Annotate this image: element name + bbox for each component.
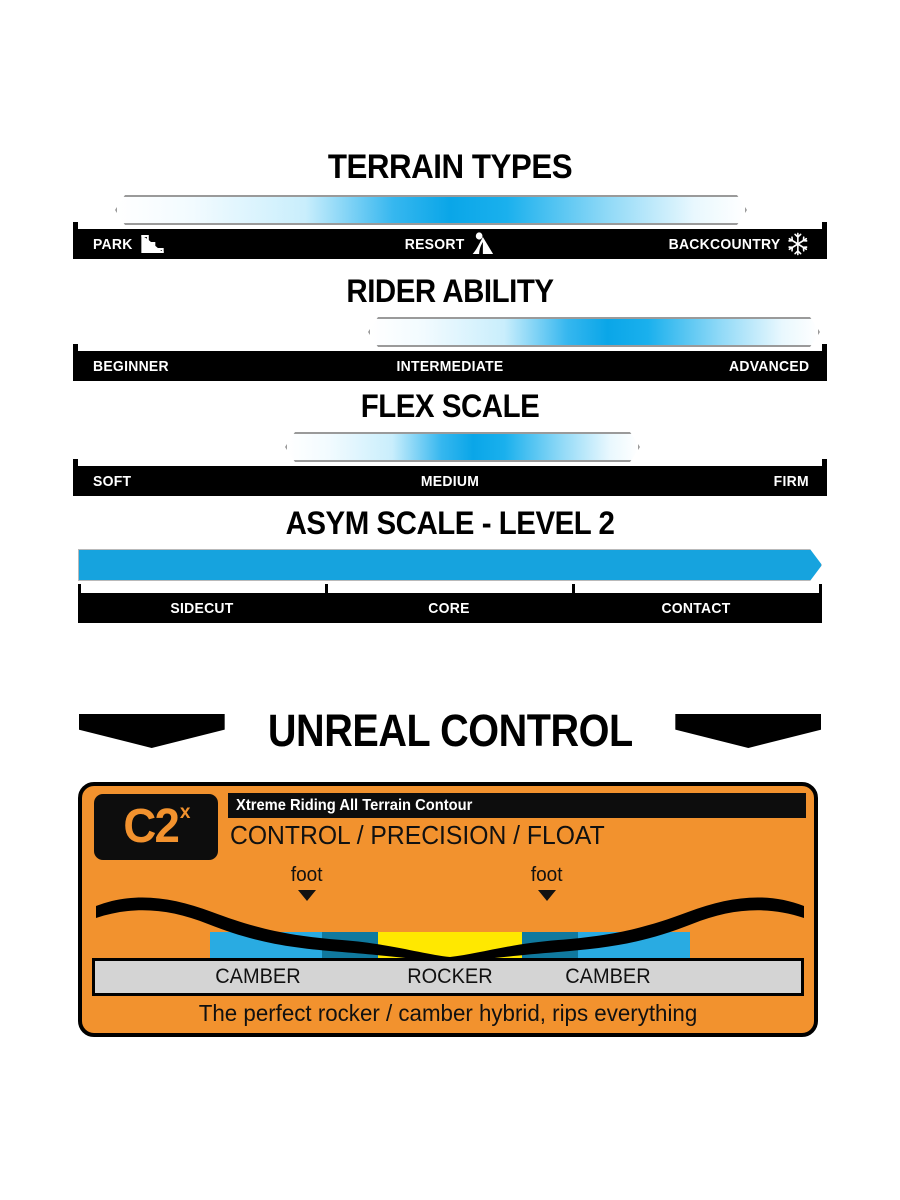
c2x-caption-text: The perfect rocker / camber hybrid, rips…: [198, 1000, 698, 1026]
banner-chevron-right-icon: [675, 714, 822, 748]
scale-label-intermediate-text: INTERMEDIATE: [396, 357, 504, 375]
asym-label-core: CORE: [428, 600, 469, 617]
label-bar-terrain-types: PARK RESORT BACKCOUNTRY: [73, 222, 827, 259]
label-bar-flex-scale: SOFT MEDIUM FIRM: [73, 459, 827, 496]
camber-zone-bar: CAMBER ROCKER CAMBER: [92, 958, 804, 996]
scale-title-asym-scale: ASYM SCALE - LEVEL 2: [285, 505, 615, 541]
camber-zone-left: CAMBER: [215, 965, 301, 988]
scale-title-terrain-types: TERRAIN TYPES: [327, 148, 573, 186]
asym-label-sidecut-text: SIDECUT: [170, 599, 234, 617]
bar-cap-right: [822, 459, 827, 466]
camber-profile-graphic: [96, 897, 804, 963]
asym-label-core-text: CORE: [428, 599, 470, 617]
scale-label-resort: RESORT: [405, 232, 496, 256]
meter-track-rider-ability: [0, 315, 900, 349]
meter-fill-terrain-types: [115, 195, 747, 225]
scale-label-park-text: PARK: [93, 235, 133, 253]
scale-label-park: PARK: [93, 233, 167, 255]
bar-cap-right: [822, 344, 827, 351]
scale-title-rider-ability: RIDER ABILITY: [346, 273, 554, 309]
scale-title-flex-scale: FLEX SCALE: [360, 388, 540, 424]
camber-zone-rocker: ROCKER: [407, 965, 493, 988]
asym-label-sidecut: SIDECUT: [170, 600, 233, 617]
tick-divider-1: [325, 584, 328, 593]
scale-label-backcountry-text: BACKCOUNTRY: [668, 235, 781, 253]
unreal-control-title: UNREAL CONTROL: [267, 705, 633, 756]
foot-arrow-right-icon: [538, 890, 556, 901]
meter-track-asym-scale: [0, 548, 900, 584]
scale-label-backcountry: BACKCOUNTRY: [668, 232, 809, 256]
scale-label-soft: SOFT: [93, 473, 131, 490]
park-rail-icon: [140, 235, 164, 253]
meter-track-flex-scale: [0, 430, 900, 464]
c2x-subhead-text: CONTROL / PRECISION / FLOAT: [230, 820, 605, 850]
meter-fill-rider-ability: [368, 317, 820, 347]
bar-cap-left: [73, 222, 78, 229]
camber-zone-right: CAMBER: [565, 965, 651, 988]
snowflake-icon: [788, 232, 808, 256]
scale-label-beginner-text: BEGINNER: [93, 357, 169, 375]
asym-ticks: [78, 584, 822, 593]
scale-group-terrain-types: TERRAIN TYPES PARK RESORT: [0, 148, 900, 259]
unreal-control-header: UNREAL CONTROL: [0, 700, 900, 762]
meter-track-terrain-types: [0, 193, 900, 227]
scale-label-firm: FIRM: [774, 473, 809, 490]
asym-tick-row: [0, 584, 900, 593]
c2x-badge-code: C2: [122, 800, 179, 853]
bar-cap-right: [822, 222, 827, 229]
c2x-card-header: C2 x Xtreme Riding All Terrain Contour C…: [82, 786, 814, 860]
scale-label-intermediate: INTERMEDIATE: [397, 358, 504, 375]
foot-label-left: foot: [290, 864, 323, 886]
scale-label-advanced-text: ADVANCED: [728, 357, 809, 375]
scale-label-resort-text: RESORT: [404, 235, 465, 253]
asym-label-contact: CONTACT: [661, 600, 730, 617]
scale-label-soft-text: SOFT: [93, 472, 132, 490]
tick-divider-2: [572, 584, 575, 593]
scale-label-medium-text: MEDIUM: [420, 472, 480, 490]
meter-fill-asym-scale: [78, 549, 822, 581]
foot-label-right: foot: [530, 864, 563, 886]
scale-label-beginner: BEGINNER: [93, 358, 169, 375]
c2x-headline-bar: Xtreme Riding All Terrain Contour: [228, 793, 806, 818]
foot-arrow-left-icon: [298, 890, 316, 901]
scale-group-flex-scale: FLEX SCALE SOFT MEDIUM FIRM: [0, 388, 900, 496]
c2x-badge: C2 x: [94, 794, 218, 860]
banner-chevron-left-icon: [78, 714, 225, 748]
bar-cap-left: [73, 459, 78, 466]
scale-label-firm-text: FIRM: [773, 472, 809, 490]
board-profile-curve: [96, 897, 804, 963]
bar-cap-left: [73, 344, 78, 351]
label-bar-asym-scale: SIDECUT CORE CONTACT: [78, 593, 822, 623]
mountain-icon: [472, 232, 494, 254]
scale-label-advanced: ADVANCED: [729, 358, 809, 375]
scale-group-asym-scale: ASYM SCALE - LEVEL 2 SIDECUT CORE CONTAC…: [0, 505, 900, 623]
scale-group-rider-ability: RIDER ABILITY BEGINNER INTERMEDIATE ADVA…: [0, 273, 900, 381]
meter-fill-flex-scale: [285, 432, 640, 462]
tick-left-end: [78, 584, 81, 593]
label-bar-rider-ability: BEGINNER INTERMEDIATE ADVANCED: [73, 344, 827, 381]
camber-profile-diagram: foot foot: [92, 864, 808, 984]
scale-label-medium: MEDIUM: [421, 473, 479, 490]
c2x-profile-card: C2 x Xtreme Riding All Terrain Contour C…: [78, 782, 818, 1037]
c2x-badge-superscript: x: [179, 802, 191, 823]
asym-label-contact-text: CONTACT: [661, 599, 731, 617]
c2x-headline-text: Xtreme Riding All Terrain Contour: [236, 796, 473, 814]
tick-right-end: [819, 584, 822, 593]
